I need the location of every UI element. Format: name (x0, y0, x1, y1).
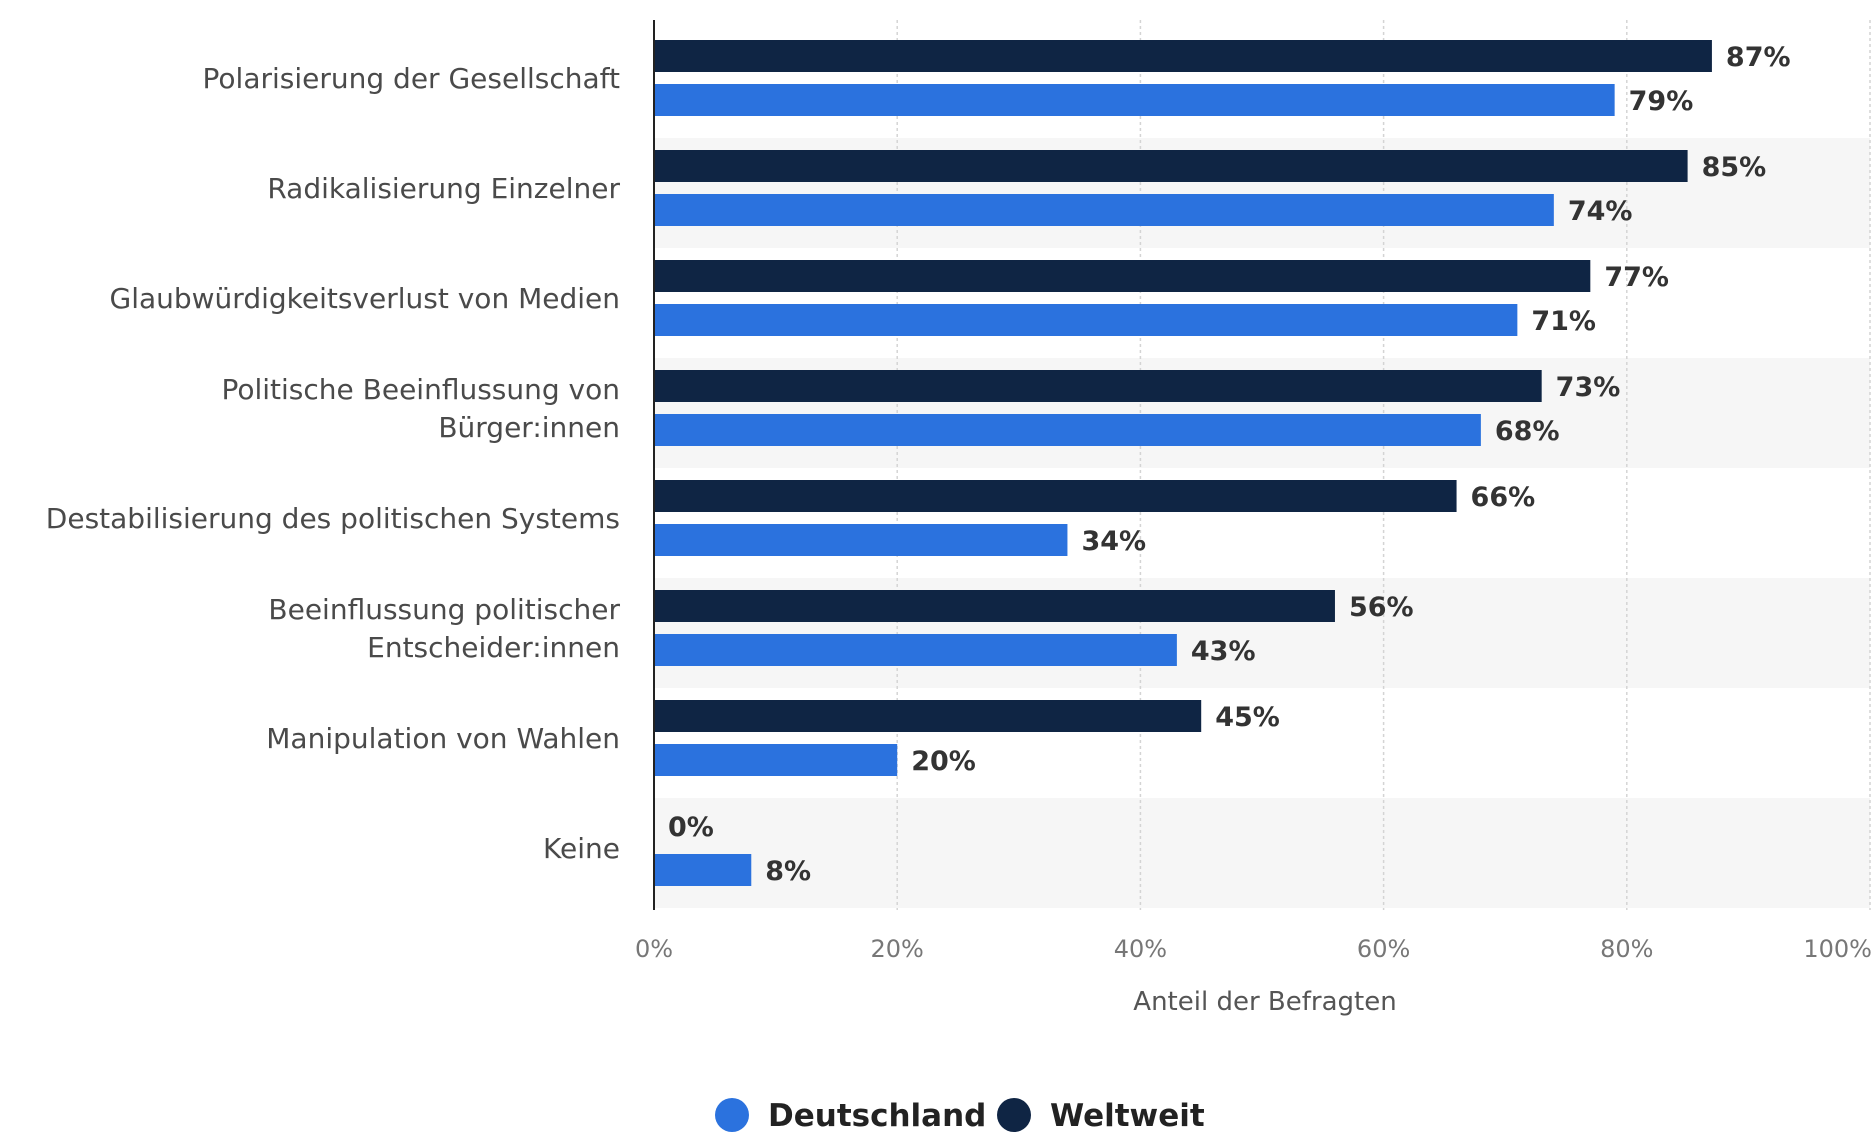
value-label: 34% (1081, 526, 1146, 557)
bar-weltweit[interactable] (654, 370, 1542, 402)
value-label: 87% (1726, 42, 1791, 73)
value-label: 68% (1495, 416, 1560, 447)
category-label: Entscheider:innen (367, 631, 620, 664)
legend-label: Weltweit (1050, 1098, 1205, 1133)
row-bands (654, 138, 1870, 908)
value-label: 56% (1349, 592, 1414, 623)
legend-item-deutschland[interactable]: Deutschland (715, 1098, 986, 1134)
x-tick-label: 0% (635, 935, 673, 963)
category-label: Radikalisierung Einzelner (267, 172, 620, 205)
value-labels: 87% 79% 85% 74% 77% 71% 73% 68% 66% 34% 56% 43% 45% 2… (668, 42, 1791, 887)
value-label: 20% (911, 746, 976, 777)
value-label: 0% (668, 812, 714, 843)
legend-label: Deutschland (768, 1098, 986, 1133)
value-label: 79% (1629, 86, 1694, 117)
value-label: 66% (1471, 482, 1536, 513)
value-label: 85% (1702, 152, 1767, 183)
bar-weltweit[interactable] (654, 480, 1457, 512)
row-band (654, 798, 1870, 908)
bar-deutschland[interactable] (654, 524, 1068, 556)
x-axis-title: Anteil der Befragten (1133, 987, 1396, 1017)
legend-marker (715, 1098, 749, 1132)
category-label: Beeinflussung politischer (268, 593, 620, 626)
category-labels: Polarisierung der Gesellschaft Radikalisi… (46, 62, 621, 865)
category-label: Bürger:innen (438, 411, 620, 444)
category-label: Destabilisierung des politischen Systems (46, 502, 620, 535)
grid-lines (896, 20, 1871, 910)
bar-weltweit[interactable] (654, 700, 1202, 732)
bar-deutschland[interactable] (654, 854, 752, 886)
legend-item-weltweit[interactable]: Weltweit (997, 1098, 1205, 1134)
value-label: 77% (1604, 262, 1669, 293)
bar-deutschland[interactable] (654, 194, 1554, 226)
value-label: 74% (1568, 196, 1633, 227)
bar-deutschland[interactable] (654, 414, 1481, 446)
legend[interactable]: Deutschland Weltweit (715, 1098, 1205, 1134)
bar-weltweit[interactable] (654, 260, 1591, 292)
x-tick-label: 100% (1803, 935, 1872, 963)
x-tick-label: 60% (1357, 935, 1410, 963)
value-label: 8% (765, 856, 811, 887)
bar-deutschland[interactable] (654, 84, 1615, 116)
legend-marker (997, 1098, 1031, 1132)
value-label: 73% (1556, 372, 1621, 403)
bar-weltweit[interactable] (654, 150, 1688, 182)
value-label: 71% (1531, 306, 1596, 337)
bars (654, 40, 1712, 886)
bar-deutschland[interactable] (654, 634, 1177, 666)
x-tick-label: 40% (1114, 935, 1167, 963)
bar-deutschland[interactable] (654, 744, 898, 776)
bar-weltweit[interactable] (654, 590, 1335, 622)
x-tick-label: 80% (1600, 935, 1653, 963)
category-label: Politische Beeinflussung von (221, 373, 620, 406)
bar-weltweit[interactable] (654, 40, 1712, 72)
x-axis-ticks: 0% 20% 40% 60% 80% 100% (635, 935, 1872, 963)
category-label: Keine (543, 832, 620, 865)
x-tick-label: 20% (871, 935, 924, 963)
category-label: Glaubwürdigkeitsverlust von Medien (110, 282, 621, 315)
category-label: Polarisierung der Gesellschaft (203, 62, 620, 95)
bar-deutschland[interactable] (654, 304, 1518, 336)
category-label: Manipulation von Wahlen (266, 722, 620, 755)
value-label: 45% (1215, 702, 1280, 733)
value-label: 43% (1191, 636, 1256, 667)
